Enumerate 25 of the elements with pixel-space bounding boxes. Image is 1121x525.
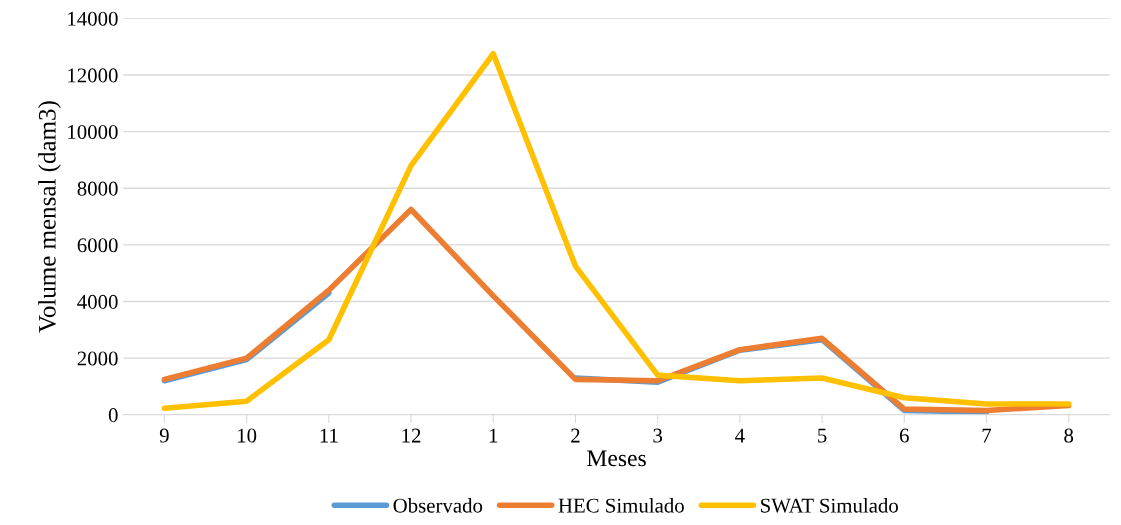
- x-tick-label: 7: [982, 428, 992, 443]
- x-tick-label: 3: [653, 428, 663, 443]
- y-tick-label: 14000: [68, 11, 118, 26]
- legend-label: Observado: [393, 498, 483, 513]
- x-tick-label: 12: [402, 428, 421, 443]
- y-tick-label: 0: [108, 408, 118, 423]
- y-tick-label: 12000: [68, 68, 118, 83]
- y-axis-title: Volume mensal (dam3): [38, 101, 61, 333]
- x-tick-label: 2: [571, 428, 580, 443]
- legend-label: SWAT Simulado: [761, 498, 898, 513]
- x-tick-label: 10: [238, 428, 257, 443]
- x-tick-label: 1: [489, 428, 498, 443]
- x-tick-label: 9: [159, 428, 169, 443]
- x-tick-label: 5: [818, 428, 827, 443]
- y-tick-label: 8000: [77, 181, 118, 196]
- x-tick-label: 8: [1064, 428, 1074, 443]
- x-tick-label: 4: [735, 428, 745, 443]
- legend-label: HEC Simulado: [558, 498, 684, 513]
- x-tick-label: 11: [320, 428, 338, 443]
- x-tick-label: 6: [899, 428, 909, 443]
- y-tick-label: 6000: [77, 238, 118, 253]
- y-tick-label: 2000: [77, 351, 118, 366]
- y-tick-label: 4000: [77, 294, 118, 309]
- y-tick-label: 10000: [68, 125, 118, 140]
- x-axis-title: Meses: [587, 450, 646, 467]
